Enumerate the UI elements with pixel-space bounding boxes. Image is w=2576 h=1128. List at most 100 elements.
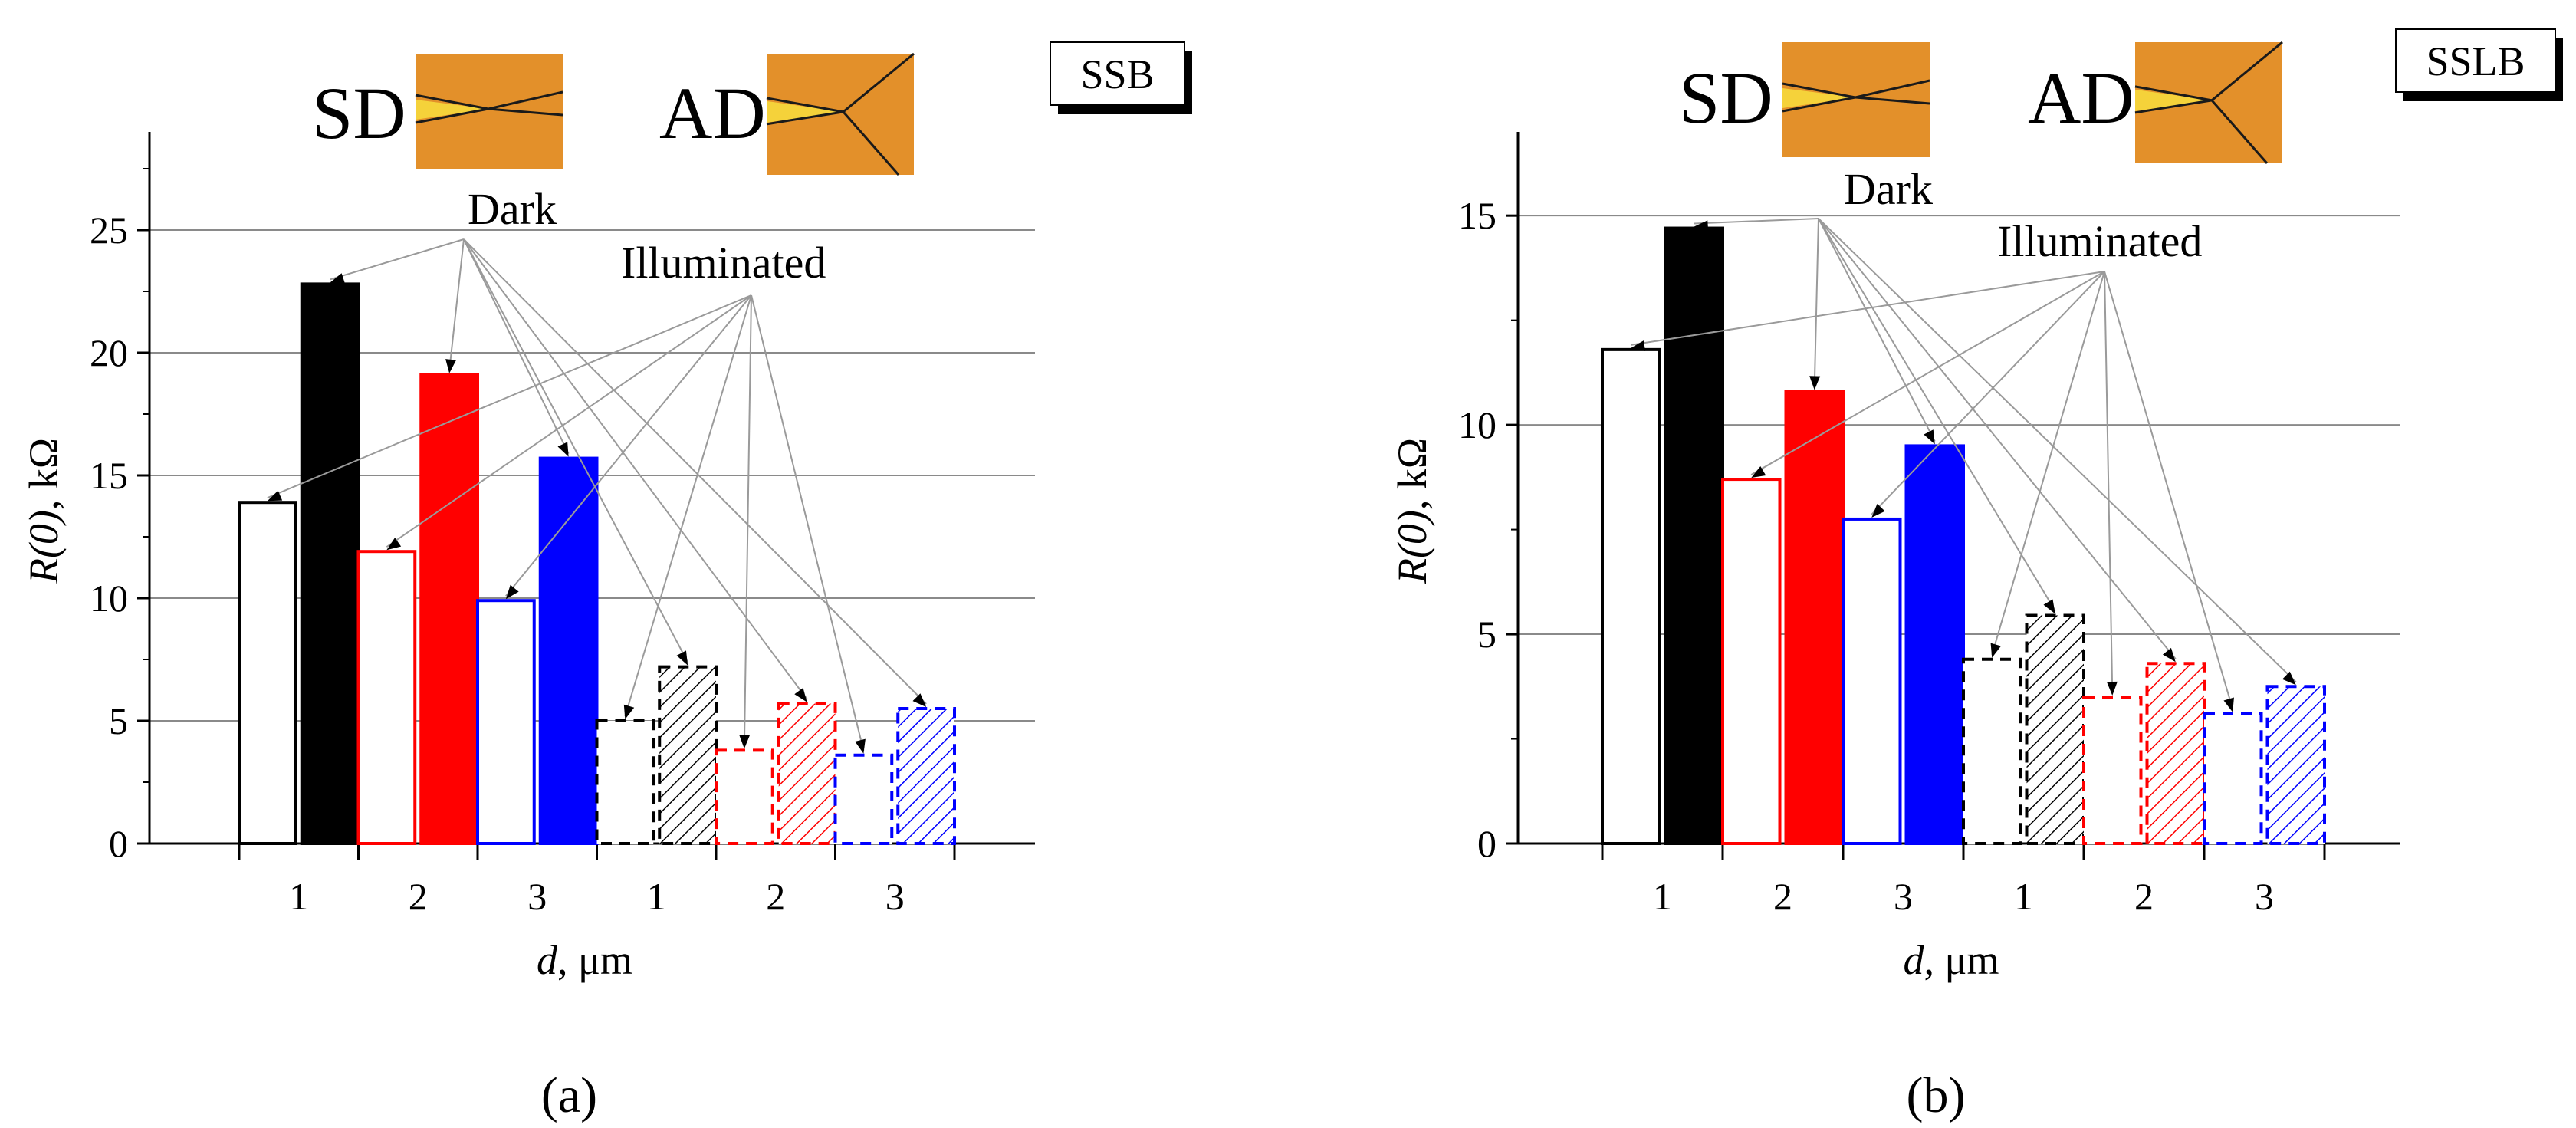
illuminated-arrow (743, 294, 752, 746)
y-tick-label: 0 (1477, 822, 1497, 865)
dark-arrow (1818, 218, 2297, 683)
illuminated-arrow (2104, 271, 2234, 710)
x-axis-title-symbol: d (537, 937, 558, 983)
dark-arrow (1818, 218, 1936, 442)
bar-dark (419, 373, 479, 845)
bar-illuminated (595, 719, 656, 845)
bar-dark (2025, 613, 2085, 846)
illuminated-arrow (386, 294, 752, 548)
sd-label: SD (1679, 57, 1773, 139)
y-tick-label: 15 (1458, 194, 1497, 237)
y-tick-label: 25 (90, 209, 128, 252)
box-label: SSB (1080, 51, 1154, 97)
bar-illuminated (356, 550, 417, 845)
bar-dark (777, 702, 837, 845)
x-tick-label: 1 (289, 875, 308, 918)
bar-dark (1664, 226, 1724, 846)
illuminated-arrow (267, 294, 752, 499)
dark-arrow-head (912, 693, 927, 707)
illuminated-arrow (1871, 271, 2105, 515)
panel-b: 0 5 10 15 1 2 3 1 2 3 Dark Illuminated d, μm R(0), kΩ… (1389, 28, 2563, 1123)
dark-arrow-head (676, 650, 688, 666)
y-axis-title: R(0), kΩ (21, 438, 67, 584)
illuminated-arrow-head (739, 735, 751, 749)
bar-illuminated (2203, 712, 2263, 846)
x-tick-label: 3 (527, 875, 547, 918)
dark-arrow (330, 238, 465, 281)
illuminated-arrow-head (2223, 697, 2234, 712)
dark-arrow (463, 238, 689, 663)
dark-arrow-head (1809, 376, 1821, 390)
dark-label: Dark (1844, 164, 1933, 214)
bar-illuminated (476, 599, 536, 845)
x-axis-title: d, μm (1904, 937, 1999, 983)
x-tick-label: 1 (647, 875, 666, 918)
illuminated-arrow (751, 294, 865, 751)
bar-illuminated (833, 753, 894, 845)
bar-dark (658, 665, 718, 845)
illuminated-arrow-head (1751, 465, 1766, 478)
illuminated-arrow-head (1631, 340, 1646, 351)
illuminated-arrow (624, 294, 752, 717)
dark-arrow-head (2043, 599, 2055, 614)
illuminated-arrow-head (505, 584, 519, 600)
illuminated-arrow-head (855, 738, 866, 754)
dark-arrow (1813, 218, 1819, 387)
dark-arrow-head (1694, 220, 1709, 232)
bar-dark (300, 282, 360, 845)
illuminated-arrow-head (267, 490, 283, 502)
dark-arrow-head (445, 359, 457, 373)
bar-dark (2145, 662, 2206, 845)
dark-arrow-head (794, 687, 807, 702)
dark-arrow (463, 238, 927, 705)
y-axis-title-unit: , kΩ (1389, 438, 1435, 510)
panel-label: (a) (541, 1067, 597, 1123)
illuminated-arrow (1631, 271, 2105, 346)
dark-label: Dark (468, 184, 557, 234)
y-tick-label: 20 (90, 331, 128, 374)
x-tick-label: 3 (886, 875, 905, 918)
illuminated-arrow-head (386, 538, 402, 551)
y-tick-label: 10 (90, 577, 128, 620)
illuminated-arrow (505, 294, 752, 597)
bar-illuminated (238, 501, 297, 845)
dark-arrow-head (2163, 647, 2176, 663)
dark-arrow-head (557, 442, 569, 457)
x-tick-label: 1 (2014, 875, 2033, 918)
dark-arrow-head (1924, 429, 1935, 445)
sd-label: SD (312, 72, 406, 154)
dark-arrow-head (330, 273, 345, 284)
x-tick-label: 2 (409, 875, 428, 918)
x-axis-title-unit: , μm (557, 937, 632, 983)
illuminated-arrow-head (1871, 504, 1885, 518)
y-tick-label: 5 (1477, 613, 1497, 656)
dark-arrow (449, 238, 465, 370)
illuminated-arrow (2104, 271, 2114, 692)
dark-arrow-head (2282, 671, 2296, 686)
x-tick-label: 3 (2255, 875, 2274, 918)
ad-micrograph (766, 52, 915, 176)
y-axis-title: R(0), kΩ (1389, 438, 1435, 584)
illuminated-label: Illuminated (621, 238, 826, 288)
y-axis-title-unit: , kΩ (21, 438, 67, 510)
panel-a: 0 5 10 15 20 25 1 2 3 1 2 3 Dark Illuminated d, μm R(0)… (21, 41, 1192, 1123)
panel-label: (b) (1907, 1067, 1966, 1123)
bar-dark (896, 707, 956, 845)
dark-arrow (463, 238, 808, 700)
illuminated-arrow (1750, 271, 2105, 475)
ad-micrograph (2134, 41, 2283, 164)
y-tick-label: 15 (90, 454, 128, 497)
dark-arrow (463, 238, 570, 455)
illuminated-arrow-head (623, 704, 635, 719)
y-tick-label: 10 (1458, 403, 1497, 446)
bar-illuminated (715, 748, 774, 846)
x-axis-title-symbol: d (1904, 937, 1925, 983)
box-label: SSLB (2426, 38, 2525, 84)
sd-micrograph (415, 54, 564, 169)
bar-illuminated (2082, 695, 2143, 845)
x-axis-title-unit: , μm (1924, 937, 1999, 983)
x-axis-title: d, μm (537, 937, 632, 983)
x-tick-label: 2 (766, 875, 785, 918)
illuminated-label: Illuminated (1997, 216, 2202, 266)
